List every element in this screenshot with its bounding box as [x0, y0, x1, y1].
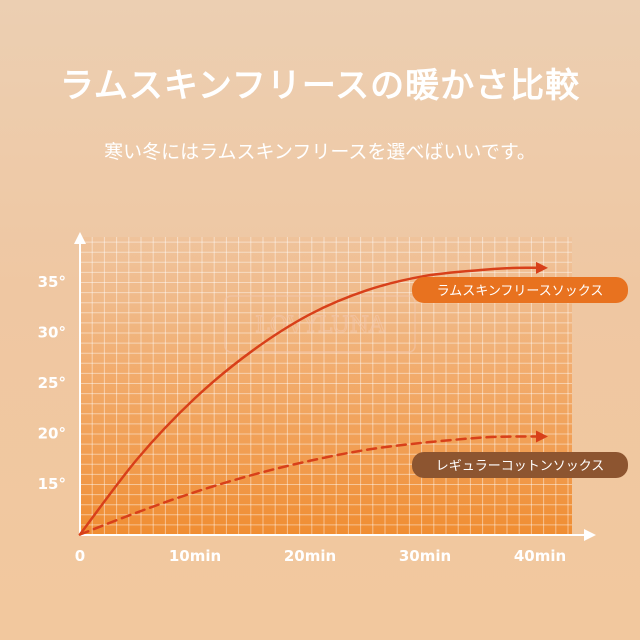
y-tick-label: 35° [38, 273, 66, 291]
legend-label-2: レギュラーコットンソックス [436, 459, 605, 474]
y-axis-arrow [74, 232, 86, 244]
y-tick-label: 25° [38, 374, 66, 392]
x-tick-label: 0 [75, 547, 85, 565]
y-tick-label: 20° [38, 425, 66, 443]
x-tick-label: 40min [514, 547, 566, 565]
legend-badge-2 [412, 452, 628, 478]
y-tick-label: 30° [38, 324, 66, 342]
axes [74, 232, 596, 541]
tick-labels: 0 10min 20min 30min 40min 15° 20° 25° 30° 35° [38, 273, 567, 565]
y-tick-label: 15° [38, 475, 66, 493]
series-line-1 [78, 266, 542, 536]
legend-label-1: ラムスキンフリースソックス [437, 284, 604, 299]
legend-badge-1 [412, 277, 628, 303]
series-arrowhead-2 [536, 430, 548, 443]
page-title: ラムスキンフリースの暖かさ比較 [59, 66, 581, 106]
series-line-2 [78, 435, 542, 536]
series-lines [78, 261, 548, 536]
x-tick-label: 30min [399, 547, 451, 565]
x-tick-label: 20min [284, 547, 336, 565]
page-subtitle: 寒い冬にはラムスキンフリースを選べばいいです。 [104, 141, 536, 163]
series-arrowhead-1 [536, 261, 548, 274]
x-tick-label: 10min [169, 547, 221, 565]
x-axis-arrow [584, 529, 596, 541]
